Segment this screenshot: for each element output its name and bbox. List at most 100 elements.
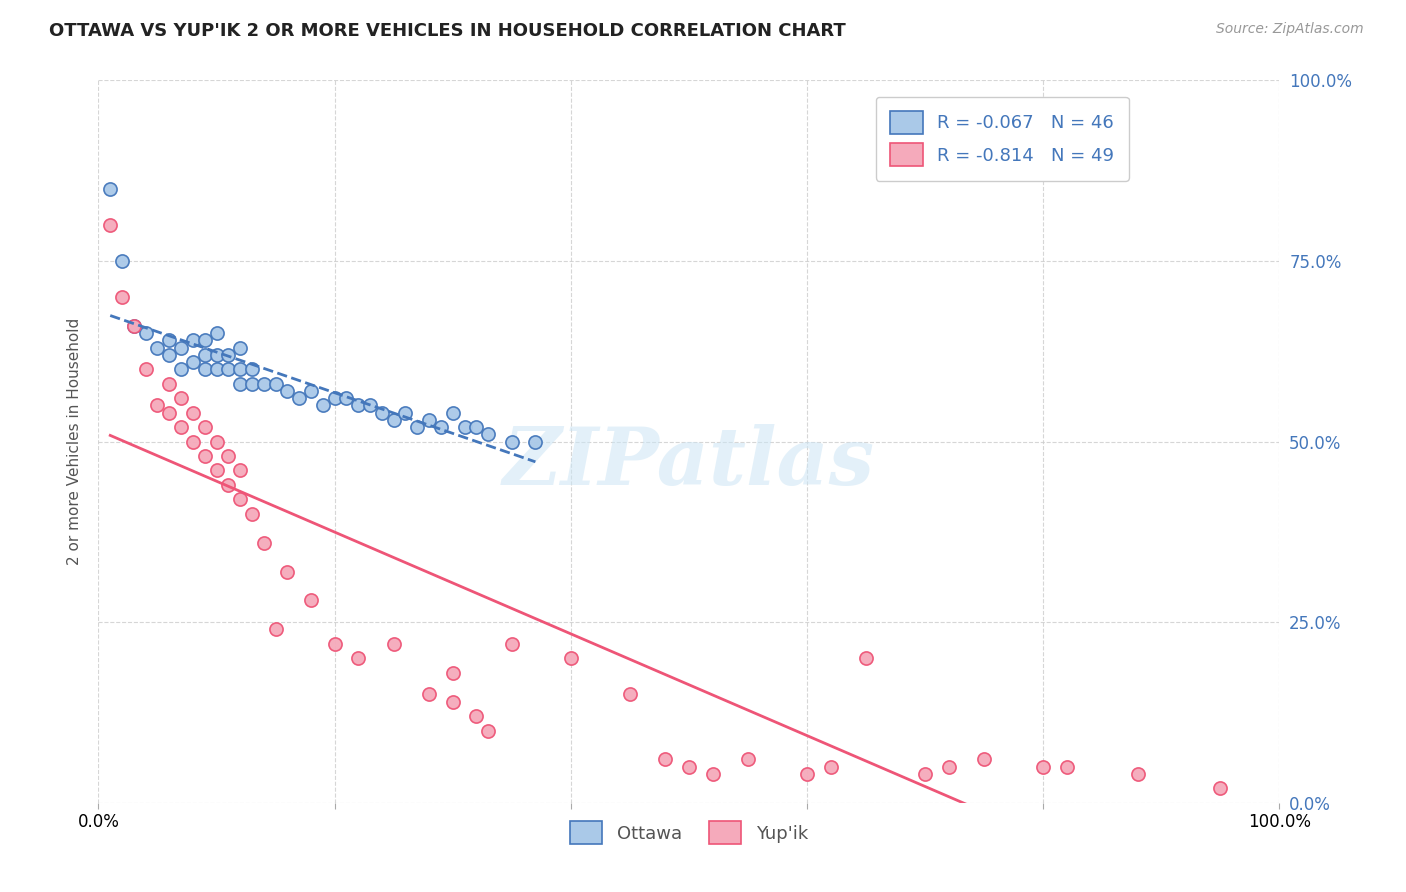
Point — [418, 687, 440, 701]
Point — [441, 695, 464, 709]
Point — [299, 593, 322, 607]
Point — [229, 463, 252, 477]
Point — [170, 420, 193, 434]
Point — [347, 398, 370, 412]
Point — [229, 341, 252, 355]
Point — [465, 709, 488, 723]
Point — [181, 334, 204, 348]
Point — [194, 334, 217, 348]
Point — [654, 752, 676, 766]
Point — [938, 760, 960, 774]
Point — [181, 434, 204, 449]
Point — [1056, 760, 1078, 774]
Point — [335, 391, 357, 405]
Point — [157, 334, 180, 348]
Point — [796, 767, 818, 781]
Point — [477, 723, 499, 738]
Point — [111, 290, 134, 304]
Point — [524, 434, 547, 449]
Point — [253, 376, 276, 391]
Point — [240, 376, 263, 391]
Point — [205, 434, 228, 449]
Y-axis label: 2 or more Vehicles in Household: 2 or more Vehicles in Household — [67, 318, 83, 566]
Point — [678, 760, 700, 774]
Point — [194, 362, 217, 376]
Point — [501, 637, 523, 651]
Point — [418, 413, 440, 427]
Point — [737, 752, 759, 766]
Point — [98, 182, 121, 196]
Point — [181, 355, 204, 369]
Point — [122, 318, 145, 333]
Text: OTTAWA VS YUP'IK 2 OR MORE VEHICLES IN HOUSEHOLD CORRELATION CHART: OTTAWA VS YUP'IK 2 OR MORE VEHICLES IN H… — [49, 22, 846, 40]
Point — [229, 362, 252, 376]
Point — [1032, 760, 1054, 774]
Text: ZIPatlas: ZIPatlas — [503, 425, 875, 502]
Point — [122, 318, 145, 333]
Point — [323, 637, 346, 651]
Point — [453, 420, 475, 434]
Point — [264, 623, 287, 637]
Point — [253, 535, 276, 549]
Point — [217, 348, 239, 362]
Point — [229, 376, 252, 391]
Point — [181, 406, 204, 420]
Point — [194, 420, 217, 434]
Point — [157, 348, 180, 362]
Point — [146, 341, 169, 355]
Point — [170, 391, 193, 405]
Point — [299, 384, 322, 398]
Point — [619, 687, 641, 701]
Point — [240, 507, 263, 521]
Point — [194, 348, 217, 362]
Point — [205, 362, 228, 376]
Point — [441, 406, 464, 420]
Point — [205, 326, 228, 340]
Point — [347, 651, 370, 665]
Point — [264, 376, 287, 391]
Point — [394, 406, 416, 420]
Point — [914, 767, 936, 781]
Point — [501, 434, 523, 449]
Point — [371, 406, 394, 420]
Point — [312, 398, 335, 412]
Point — [157, 376, 180, 391]
Point — [855, 651, 877, 665]
Point — [465, 420, 488, 434]
Point — [1209, 781, 1232, 796]
Point — [111, 253, 134, 268]
Point — [157, 406, 180, 420]
Point — [98, 218, 121, 232]
Text: Source: ZipAtlas.com: Source: ZipAtlas.com — [1216, 22, 1364, 37]
Point — [170, 341, 193, 355]
Point — [135, 326, 157, 340]
Point — [430, 420, 453, 434]
Point — [477, 427, 499, 442]
Point — [276, 565, 298, 579]
Point — [820, 760, 842, 774]
Point — [560, 651, 582, 665]
Point — [229, 492, 252, 507]
Point — [441, 665, 464, 680]
Point — [170, 362, 193, 376]
Point — [1126, 767, 1149, 781]
Point — [702, 767, 724, 781]
Point — [276, 384, 298, 398]
Point — [205, 348, 228, 362]
Point — [135, 362, 157, 376]
Point — [406, 420, 429, 434]
Point — [217, 362, 239, 376]
Point — [217, 478, 239, 492]
Point — [323, 391, 346, 405]
Point — [240, 362, 263, 376]
Legend: Ottawa, Yup'ik: Ottawa, Yup'ik — [562, 814, 815, 852]
Point — [205, 463, 228, 477]
Point — [382, 637, 405, 651]
Point — [194, 449, 217, 463]
Point — [382, 413, 405, 427]
Point — [973, 752, 995, 766]
Point — [288, 391, 311, 405]
Point — [359, 398, 381, 412]
Point — [217, 449, 239, 463]
Point — [146, 398, 169, 412]
